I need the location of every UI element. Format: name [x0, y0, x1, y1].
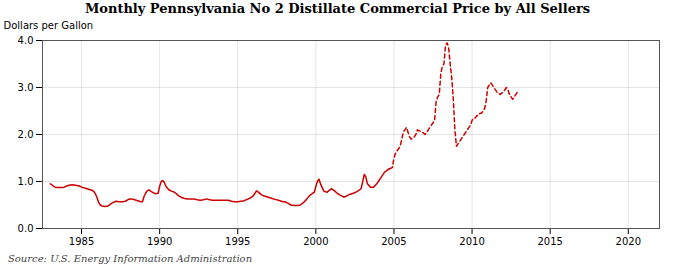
- svg-text:2010: 2010: [459, 236, 484, 247]
- svg-text:2020: 2020: [616, 236, 641, 247]
- svg-text:1.0: 1.0: [18, 176, 34, 187]
- svg-text:2000: 2000: [303, 236, 328, 247]
- svg-text:4.0: 4.0: [18, 35, 34, 46]
- svg-text:2015: 2015: [537, 236, 562, 247]
- svg-text:0.0: 0.0: [18, 223, 34, 234]
- svg-text:1985: 1985: [69, 236, 94, 247]
- html-text:Source: U.S. Energy Informatio: Source: U.S. Energy Information Administ…: [8, 253, 253, 264]
- svg-text:2.0: 2.0: [18, 129, 34, 140]
- svg-text:1995: 1995: [225, 236, 250, 247]
- svg-text:3.0: 3.0: [18, 82, 34, 93]
- svg-text:Dollars per Gallon: Dollars per Gallon: [4, 20, 94, 31]
- svg-text:1990: 1990: [147, 236, 172, 247]
- svg-text:2005: 2005: [381, 236, 406, 247]
- html-text:Monthly Pennsylvania No 2 Dist: Monthly Pennsylvania No 2 Distillate Com…: [84, 1, 591, 16]
